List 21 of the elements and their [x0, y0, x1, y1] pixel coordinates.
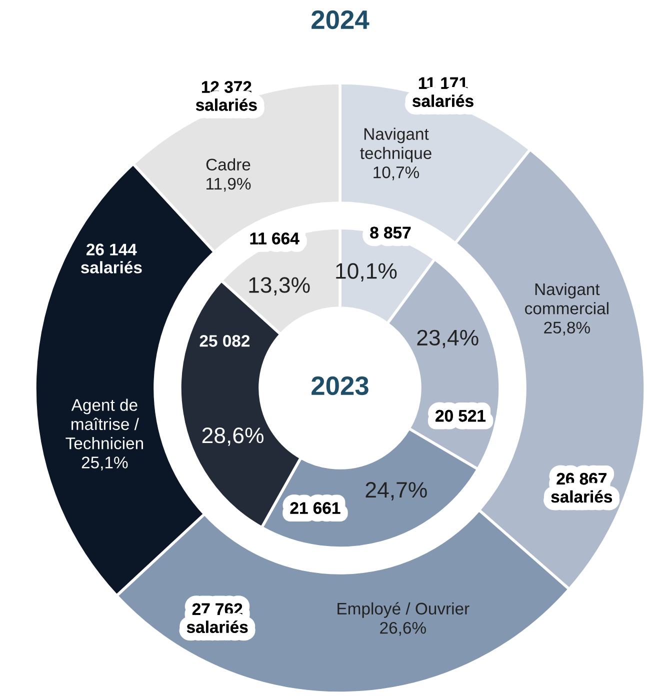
slice-label: 2024	[312, 10, 370, 30]
text: 26,6%	[380, 622, 426, 636]
slice-label: Agent de maîtrise / Technicien	[66, 398, 143, 450]
data-label: 26 144 salariés	[80, 244, 142, 274]
text: 28,6%	[202, 428, 264, 446]
text: 24,7%	[366, 482, 427, 500]
slice-label: Employé / Ouvrier	[338, 602, 470, 618]
text: 25,8%	[544, 322, 590, 336]
slice-label: Cadre	[206, 158, 250, 170]
text: 13,3%	[249, 277, 310, 296]
data-label: 25 082	[200, 335, 250, 347]
slice-label: Navigant commercial	[525, 282, 608, 314]
text: 23,4%	[417, 330, 478, 348]
text: 10,7%	[374, 166, 420, 180]
data-label: 11 664	[250, 232, 300, 244]
slice-label: Navigant technique	[360, 128, 432, 162]
text: 25,1%	[82, 456, 128, 470]
slice-label: 2023	[312, 376, 368, 396]
text: 10,1%	[336, 263, 397, 282]
data-label: 8 857	[370, 226, 411, 239]
text: 11,9%	[206, 178, 251, 192]
